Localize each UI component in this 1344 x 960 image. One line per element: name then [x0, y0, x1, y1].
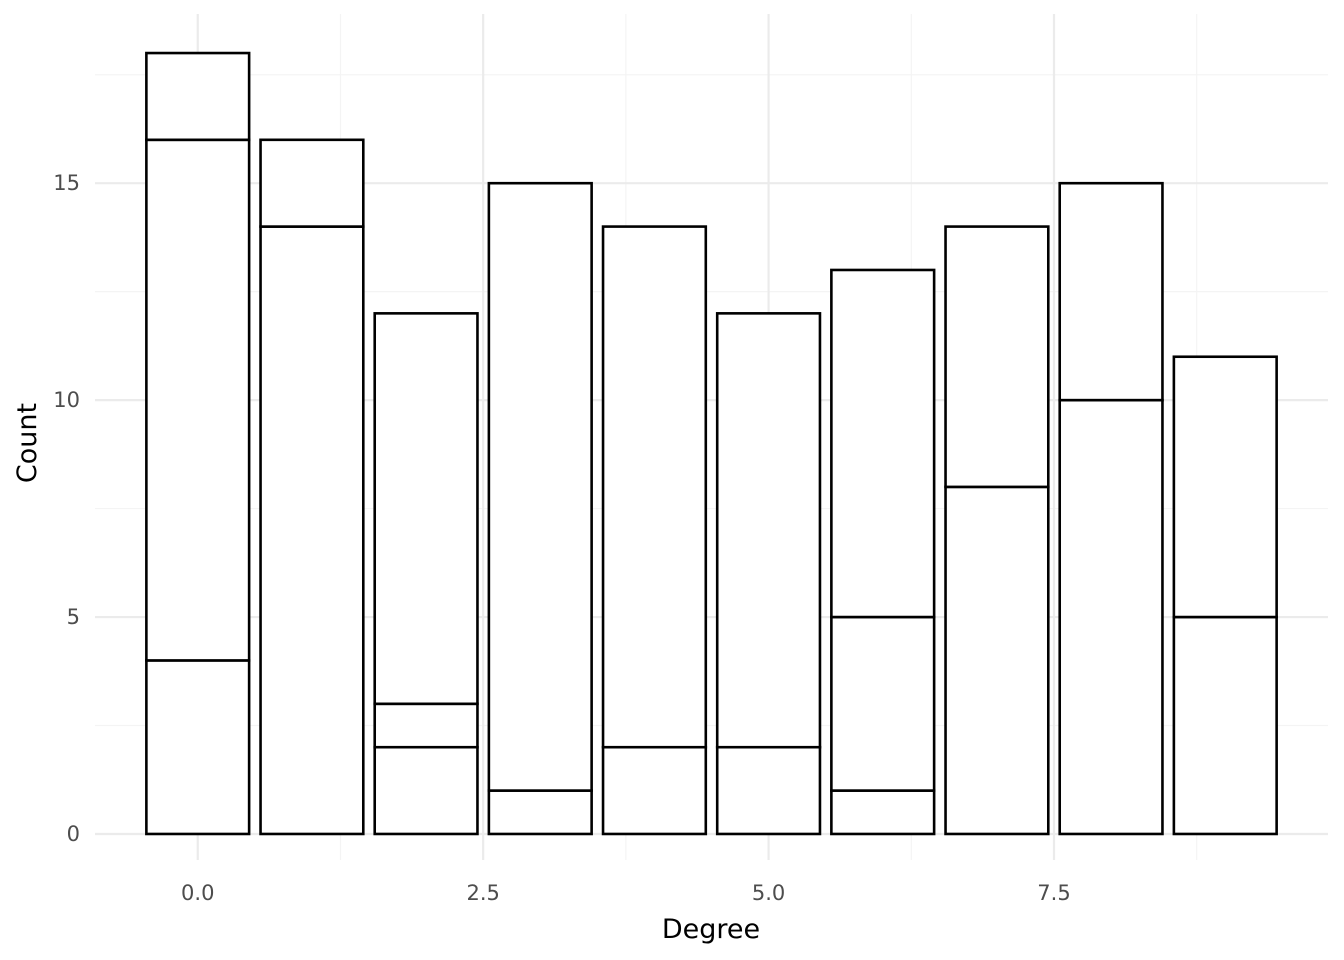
bar-segment	[259, 225, 365, 836]
bars	[145, 51, 1278, 836]
bar-segment	[601, 745, 708, 836]
bar-segment	[715, 312, 822, 749]
x-axis-title: Degree	[662, 914, 760, 945]
y-tick-label: 0	[67, 822, 80, 846]
bar-segment	[944, 225, 1050, 489]
y-tick-label: 10	[53, 388, 80, 412]
y-axis-ticks: 0 5 10 15	[53, 171, 80, 846]
bar-segment	[1172, 615, 1278, 836]
bar-segment	[830, 615, 936, 792]
y-axis-title: Count	[12, 403, 43, 483]
bar-segment	[830, 789, 936, 836]
x-tick-label: 2.5	[466, 881, 499, 905]
bar-segment	[487, 789, 593, 836]
bar-segment	[145, 51, 251, 142]
bar-segment	[145, 659, 251, 836]
bar-segment	[944, 485, 1050, 836]
x-tick-label: 7.5	[1037, 881, 1070, 905]
x-axis-ticks: 0.0 2.5 5.0 7.5	[181, 881, 1071, 905]
bar-segment	[830, 268, 936, 619]
x-tick-label: 0.0	[181, 881, 214, 905]
bar-segment	[487, 181, 593, 792]
y-tick-label: 5	[67, 605, 80, 629]
bar-segment	[145, 138, 251, 662]
bar-segment	[1058, 398, 1164, 836]
y-tick-label: 15	[53, 171, 80, 195]
bar-segment	[373, 702, 479, 749]
bar-segment	[373, 745, 479, 836]
bar-segment	[715, 745, 822, 836]
x-tick-label: 5.0	[752, 881, 785, 905]
bar-segment	[259, 138, 365, 228]
bar-segment	[1172, 355, 1278, 619]
bar-segment	[373, 312, 479, 706]
bar-segment	[1058, 181, 1164, 402]
bar-segment	[601, 225, 708, 749]
